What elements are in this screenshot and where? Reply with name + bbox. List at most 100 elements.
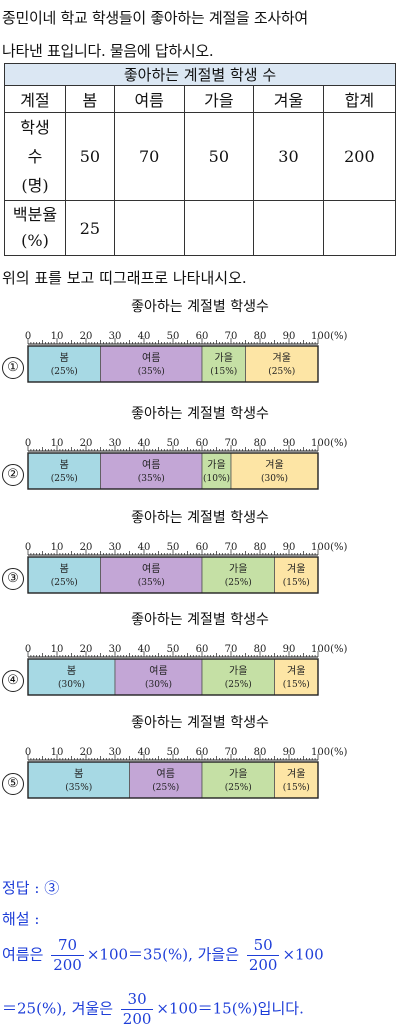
band-segment-winter xyxy=(274,556,319,594)
scale-label: 50 xyxy=(167,438,180,449)
option-marker[interactable]: ② xyxy=(2,464,24,486)
option-marker[interactable]: ① xyxy=(2,357,24,379)
table-header: 봄 xyxy=(65,85,115,113)
band-graph-title: 좋아하는 계절별 학생수 xyxy=(131,406,269,422)
segment-percent: (30%) xyxy=(261,473,288,484)
scale-label: 10 xyxy=(51,438,64,449)
band-outline xyxy=(27,452,319,490)
scale-label: 10 xyxy=(51,542,64,553)
segment-name: 봄 xyxy=(60,352,69,364)
scale-label: 70 xyxy=(225,644,238,655)
band-segment-winter xyxy=(230,452,319,490)
segment-percent: (15%) xyxy=(283,577,310,588)
scale-label: 80 xyxy=(254,644,267,655)
scale-label: 20 xyxy=(80,542,93,553)
table-cell xyxy=(113,200,185,256)
segment-name: 가을 xyxy=(207,459,225,471)
segment-name: 봄 xyxy=(67,665,76,677)
scale-label: 100(%) xyxy=(311,542,347,553)
denominator: 200 xyxy=(248,956,278,974)
table-header: 합계 xyxy=(322,85,397,113)
scale-label: 60 xyxy=(196,644,209,655)
option-marker[interactable]: ④ xyxy=(2,670,24,692)
scale-label: 0 xyxy=(25,331,31,342)
explanation-label: 해설 : xyxy=(2,910,40,928)
option-5: 0 10 20 30 40 50 60 70 80 90 100(%) 봄 (35%) 여름 (25%) 가을… xyxy=(0,712,400,812)
scale-label: 30 xyxy=(109,542,122,553)
segment-percent: (25%) xyxy=(225,782,252,793)
eq-text: ＝25(%), xyxy=(2,999,67,1018)
segment-percent: (10%) xyxy=(203,473,230,484)
scale-label: 60 xyxy=(196,331,209,342)
segment-name: 겨울 xyxy=(287,563,305,575)
band-segment-summer xyxy=(114,658,203,696)
scale-label: 0 xyxy=(25,644,31,655)
label-line: 학생 xyxy=(20,118,50,137)
band-graph: 0 10 20 30 40 50 60 70 80 90 100(%) 봄 (25%) 여름 (35%) 가을… xyxy=(25,438,347,490)
scale-label: 30 xyxy=(109,331,122,342)
band-graph-title: 좋아하는 계절별 학생수 xyxy=(131,510,269,526)
segment-name: 여름 xyxy=(149,665,167,677)
explanation-line-2: ＝25(%), 겨울은 30 200 ×100＝15(%)입니다. xyxy=(2,990,304,1029)
segment-percent: (35%) xyxy=(138,473,165,484)
band-outline xyxy=(27,761,319,799)
segment-name: 겨울 xyxy=(287,665,305,677)
band-segment-winter xyxy=(274,761,319,799)
table-cell: 70 xyxy=(113,112,185,201)
denominator: 200 xyxy=(53,956,82,974)
label-line: 수 xyxy=(27,147,43,166)
table-cell: 50 xyxy=(183,112,255,201)
scale-label: 0 xyxy=(25,438,31,449)
segment-percent: (25%) xyxy=(51,473,78,484)
instruction-text: 위의 표를 보고 띠그래프로 나타내시오. xyxy=(2,269,247,287)
option-2: 0 10 20 30 40 50 60 70 80 90 100(%) 봄 (25%) 여름 (35%) 가을… xyxy=(0,403,400,503)
scale-label: 40 xyxy=(138,331,151,342)
band-graph-title: 좋아하는 계절별 학생수 xyxy=(131,299,269,315)
scale-label: 0 xyxy=(25,747,31,758)
segment-percent: (15%) xyxy=(283,782,310,793)
segment-percent: (35%) xyxy=(138,366,165,377)
eq-text: 가을은 xyxy=(197,945,240,964)
option-marker[interactable]: ③ xyxy=(2,568,24,590)
scale-label: 70 xyxy=(225,331,238,342)
scale-label: 80 xyxy=(254,438,267,449)
band-graph-title: 좋아하는 계절별 학생수 xyxy=(131,612,269,628)
segment-name: 겨울 xyxy=(287,768,305,780)
scale-label: 60 xyxy=(196,747,209,758)
segment-percent: (25%) xyxy=(225,577,252,588)
scale-label: 0 xyxy=(25,542,31,553)
segment-name: 여름 xyxy=(142,352,160,364)
segment-percent: (15%) xyxy=(283,679,310,690)
segment-name: 봄 xyxy=(60,563,69,575)
option-3: 0 10 20 30 40 50 60 70 80 90 100(%) 봄 (25%) 여름 (35%) 가을… xyxy=(0,507,400,607)
segment-name: 가을 xyxy=(229,563,247,575)
band-outline xyxy=(27,345,319,383)
question-line-1: 종민이네 학교 학생들이 좋아하는 계절을 조사하여 xyxy=(2,9,308,27)
scale-label: 40 xyxy=(138,747,151,758)
scale-label: 40 xyxy=(138,438,151,449)
scale-label: 80 xyxy=(254,542,267,553)
segment-percent: (25%) xyxy=(225,679,252,690)
row-label-percent: 백분율 (%) xyxy=(4,200,66,256)
scale-label: 90 xyxy=(283,438,296,449)
scale-label: 70 xyxy=(225,438,238,449)
segment-percent: (30%) xyxy=(145,679,172,690)
scale-label: 60 xyxy=(196,542,209,553)
band-graph: 0 10 20 30 40 50 60 70 80 90 100(%) 봄 (25%) 여름 (35%) 가을… xyxy=(25,331,347,383)
scale-label: 60 xyxy=(196,438,209,449)
segment-percent: (15%) xyxy=(210,366,237,377)
label-line: (%) xyxy=(21,231,49,250)
table-header: 가을 xyxy=(183,85,255,113)
scale-label: 80 xyxy=(254,331,267,342)
numerator: 30 xyxy=(120,990,154,1010)
band-graph: 0 10 20 30 40 50 60 70 80 90 100(%) 봄 (35%) 여름 (25%) 가을… xyxy=(25,747,347,799)
band-outline xyxy=(27,556,319,594)
answer-line: 정답 : ③ xyxy=(2,879,60,897)
row-label-students: 학생 수 (명) xyxy=(4,112,66,201)
segment-percent: (25%) xyxy=(268,366,295,377)
scale-label: 20 xyxy=(80,438,93,449)
scale-label: 10 xyxy=(51,644,64,655)
option-marker[interactable]: ⑤ xyxy=(2,773,24,795)
band-graph: 0 10 20 30 40 50 60 70 80 90 100(%) 봄 (30%) 여름 (30%) 가을… xyxy=(25,644,347,696)
table-title: 좋아하는 계절별 학생 수 xyxy=(4,63,396,86)
